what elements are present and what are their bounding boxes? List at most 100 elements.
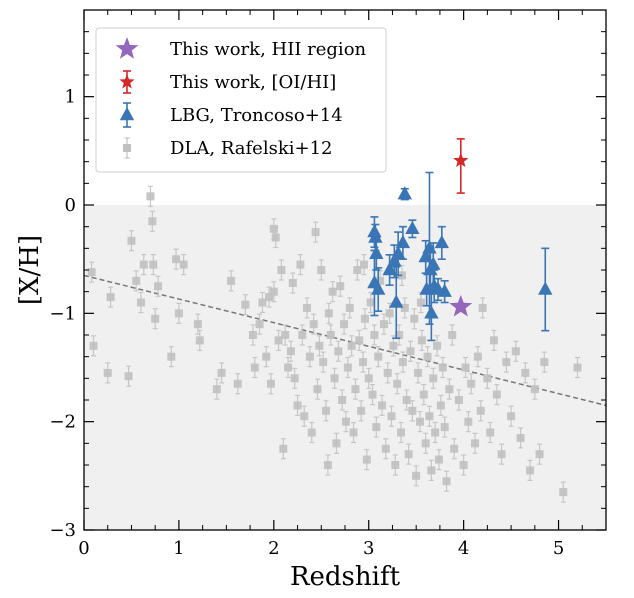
- dla-point: [355, 336, 364, 345]
- dla-point: [317, 266, 326, 274]
- dla-point: [288, 279, 297, 287]
- trend-line: [84, 274, 606, 407]
- dla-point: [334, 347, 343, 356]
- dla-point: [281, 331, 290, 339]
- dla-point: [174, 309, 183, 318]
- dla-point: [383, 368, 392, 377]
- y-axis-label: [X/H]: [15, 235, 45, 305]
- dla-point: [438, 363, 447, 372]
- dla-point: [387, 412, 396, 421]
- dla-point: [313, 385, 322, 394]
- dla-point: [274, 336, 283, 345]
- dla-point: [359, 358, 368, 367]
- dla-point: [540, 358, 549, 367]
- lbg-point: [538, 281, 553, 295]
- dla-point: [573, 363, 582, 372]
- dla-point: [89, 341, 98, 350]
- dla-point: [404, 450, 413, 459]
- dla-point: [179, 260, 188, 269]
- x-tick-label: 4: [458, 538, 469, 559]
- dla-point: [526, 466, 535, 475]
- dla-point: [421, 439, 430, 448]
- dla-point: [450, 444, 459, 453]
- dla-point: [195, 336, 204, 345]
- lbg-point: [426, 256, 441, 270]
- dla-point: [332, 439, 341, 448]
- dla-point: [530, 385, 539, 394]
- dla-point: [343, 363, 352, 372]
- dla-point: [309, 320, 318, 329]
- dla-point: [406, 347, 415, 356]
- dla-point: [305, 352, 314, 361]
- trend-line-path: [84, 274, 606, 407]
- legend-marker: [119, 74, 135, 89]
- legend-marker: [115, 37, 139, 59]
- dla-point: [193, 320, 202, 329]
- legend-entry: DLA, Rafelski+12: [123, 137, 332, 159]
- dla-point: [467, 379, 476, 388]
- legend-label: This work, HII region: [170, 39, 367, 60]
- dla-point: [473, 352, 482, 361]
- dla-point: [262, 352, 271, 361]
- dla-point: [425, 412, 434, 421]
- dla-point: [212, 385, 221, 394]
- dla-point: [454, 396, 463, 404]
- dla-point: [293, 401, 302, 410]
- dla-point: [492, 390, 501, 399]
- dla-point: [154, 282, 163, 291]
- dla-point: [359, 260, 368, 269]
- dla-point: [323, 461, 332, 469]
- dla-point: [353, 266, 362, 274]
- dla-point: [434, 455, 443, 464]
- dla-point: [330, 374, 339, 383]
- lbg-point: [368, 229, 383, 243]
- axis-ticks: 0 1 2 3 4 5 −3 −2 −1 0 1: [49, 9, 607, 559]
- y-tick-label: −2: [49, 412, 76, 433]
- dla-point: [516, 433, 525, 442]
- dla-point: [326, 331, 335, 339]
- dla-point: [307, 428, 316, 437]
- dla-point: [136, 298, 145, 307]
- dla-point: [436, 401, 445, 410]
- legend-label: This work, [OI/HI]: [170, 72, 336, 93]
- dla-point: [290, 374, 299, 383]
- dla-point: [139, 260, 148, 269]
- dla-point: [338, 396, 347, 404]
- dla-point: [412, 471, 421, 480]
- dla-point: [167, 352, 176, 361]
- dla-point: [461, 363, 470, 372]
- dla-point: [379, 320, 388, 329]
- dla-point: [442, 477, 451, 486]
- dla-point: [265, 293, 274, 302]
- dla-point: [360, 314, 369, 323]
- dla-point: [393, 379, 402, 388]
- dla-point: [497, 450, 506, 459]
- dla-point: [381, 444, 390, 453]
- dla-point: [279, 444, 288, 453]
- legend-marker: [119, 107, 135, 121]
- dla-point: [151, 314, 160, 323]
- dla-point: [103, 368, 112, 377]
- dla-point: [345, 303, 354, 312]
- x-tick-label: 1: [173, 538, 184, 559]
- dla-point: [87, 268, 96, 277]
- dla-point: [414, 368, 423, 377]
- dla-point: [471, 439, 480, 448]
- x-tick-label: 0: [78, 538, 89, 559]
- dla-point: [389, 341, 398, 350]
- oi-hi-point: [453, 152, 469, 168]
- dla-point: [149, 260, 158, 269]
- y-tick-label: 0: [65, 195, 76, 216]
- lbg-point: [390, 245, 406, 259]
- dla-point: [336, 282, 345, 291]
- dla-point: [146, 192, 155, 201]
- dla-point: [445, 385, 454, 394]
- y-tick-label: 1: [65, 87, 76, 108]
- dla-point: [398, 358, 407, 367]
- dla-point: [124, 372, 133, 381]
- legend-entry: This work, [OI/HI]: [119, 70, 336, 94]
- dla-point: [303, 303, 312, 312]
- dla-point: [255, 320, 264, 329]
- legend-marker: [123, 144, 131, 152]
